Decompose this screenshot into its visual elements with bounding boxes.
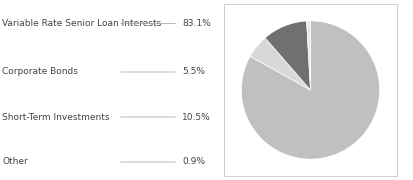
Bar [223,4,396,176]
Text: 5.5%: 5.5% [182,68,205,76]
Wedge shape [306,21,310,90]
Text: Corporate Bonds: Corporate Bonds [2,68,78,76]
Text: 83.1%: 83.1% [182,19,210,28]
Text: Other: Other [2,158,28,166]
Wedge shape [264,21,310,90]
Text: 10.5%: 10.5% [182,112,210,122]
Text: Variable Rate Senior Loan Interests: Variable Rate Senior Loan Interests [2,19,161,28]
Text: 0.9%: 0.9% [182,158,205,166]
Wedge shape [249,38,310,90]
Text: Short-Term Investments: Short-Term Investments [2,112,109,122]
Wedge shape [241,21,379,159]
